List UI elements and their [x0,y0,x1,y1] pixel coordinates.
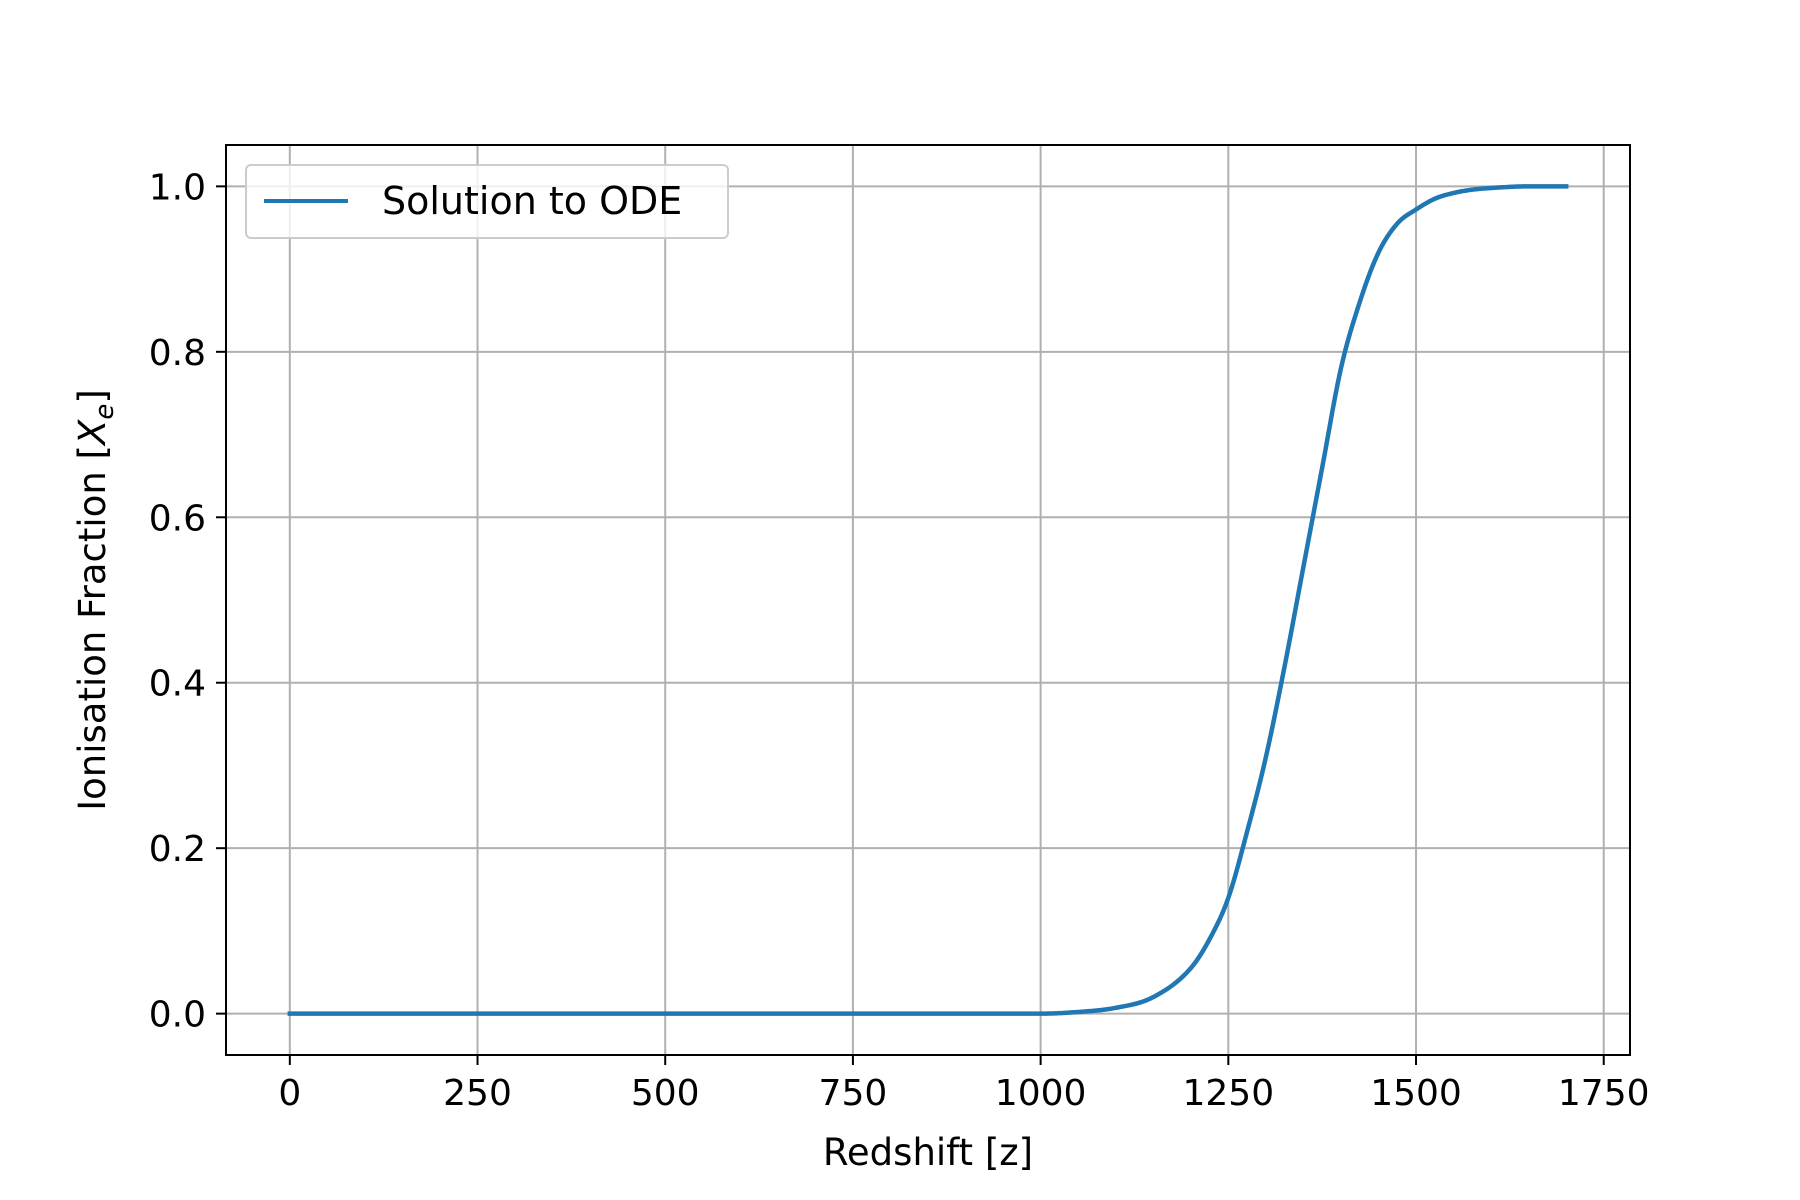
ticks: 0 250 500 750 1000 1250 1500 1750 0.0 0.2 0.4 0.6 0.… [149,167,1650,1114]
x-tick-label: 1500 [1370,1073,1462,1114]
y-tick-label: 0.2 [149,829,206,870]
legend-box [245,164,729,239]
y-axis-label-subscript: e [90,404,120,420]
series-layer [287,184,1569,1016]
x-tick-label: 500 [631,1073,700,1114]
y-tick-label: 0.8 [149,333,206,374]
y-tick-label: 1.0 [149,167,206,208]
y-axis-label: Ionisation Fraction [Xe] [71,389,120,811]
x-tick-label: 1000 [995,1073,1087,1114]
x-axis-label: Redshift [z] [823,1131,1033,1174]
y-axis-label-close: ] [71,389,114,403]
y-tick-label: 0.0 [149,995,206,1036]
series-line [287,184,1569,1016]
plot-frame [225,144,1631,1056]
x-tick-label: 750 [819,1073,888,1114]
x-tick-label: 0 [278,1073,301,1114]
y-axis-label-main: Ionisation Fraction [ [71,445,114,811]
y-tick-label: 0.6 [149,498,206,539]
y-axis-label-symbol: X [71,418,114,447]
legend-label: Solution to ODE [382,179,682,223]
y-tick-label: 0.4 [149,664,206,705]
x-tick-label: 1750 [1558,1073,1650,1114]
x-tick-label: 250 [443,1073,512,1114]
legend: Solution to ODE [245,164,729,239]
x-tick-label: 1250 [1183,1073,1275,1114]
